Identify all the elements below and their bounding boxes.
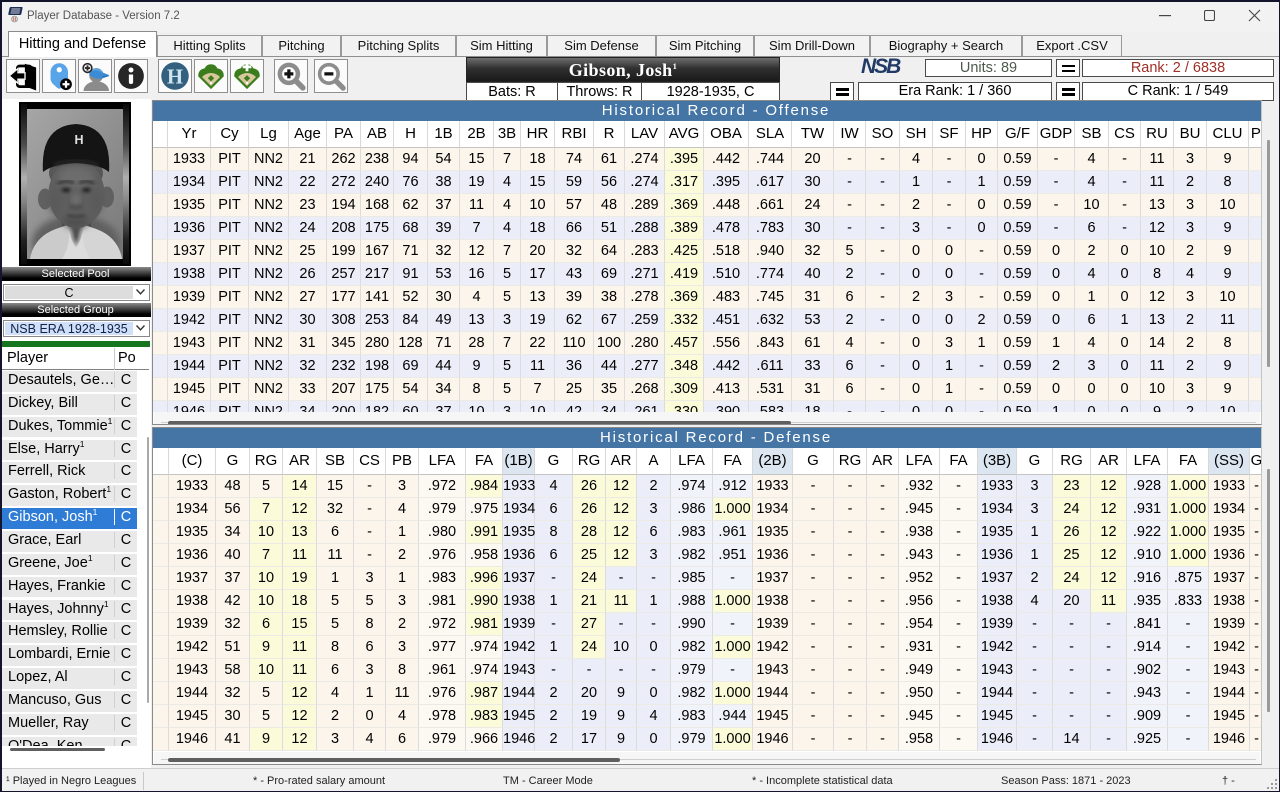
svg-text:H: H <box>74 133 83 147</box>
svg-text:H: H <box>167 66 183 88</box>
